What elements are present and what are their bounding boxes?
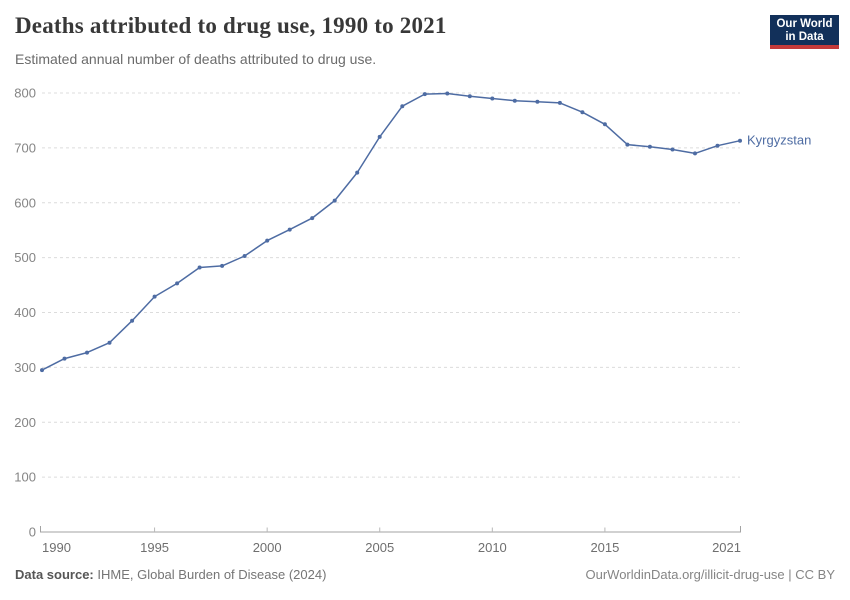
chart-subtitle: Estimated annual number of deaths attrib… xyxy=(15,51,377,67)
data-point[interactable] xyxy=(422,92,427,97)
data-point[interactable] xyxy=(242,254,247,258)
data-point[interactable] xyxy=(62,356,67,361)
owid-logo[interactable]: Our World in Data xyxy=(770,15,839,49)
data-point[interactable] xyxy=(625,142,630,147)
data-point[interactable] xyxy=(287,227,292,232)
y-axis-tick-label: 800 xyxy=(14,86,36,101)
data-point[interactable] xyxy=(355,170,360,175)
license-link[interactable]: OurWorldinData.org/illicit-drug-use | CC… xyxy=(585,567,836,582)
chart-footer: Data source: IHME, Global Burden of Dise… xyxy=(15,567,835,582)
data-point[interactable] xyxy=(130,318,135,323)
data-point[interactable] xyxy=(377,134,382,139)
data-point[interactable] xyxy=(580,110,585,115)
data-point[interactable] xyxy=(40,368,44,373)
data-point[interactable] xyxy=(220,263,225,268)
data-point[interactable] xyxy=(693,151,697,156)
data-point[interactable] xyxy=(535,99,540,104)
y-axis-tick-label: 400 xyxy=(14,305,36,320)
x-axis-tick-label: 2005 xyxy=(365,540,394,555)
y-axis-tick-label: 600 xyxy=(14,195,36,210)
data-point[interactable] xyxy=(670,147,675,152)
data-point[interactable] xyxy=(152,294,157,299)
x-axis-tick-label: 1995 xyxy=(140,540,169,555)
chart-title: Deaths attributed to drug use, 1990 to 2… xyxy=(15,13,447,38)
data-source: Data source: IHME, Global Burden of Dise… xyxy=(15,567,326,582)
series-label: Kyrgyzstan xyxy=(747,133,811,148)
data-point[interactable] xyxy=(715,143,720,148)
y-axis-tick-label: 700 xyxy=(14,140,36,155)
x-axis-tick-label: 1990 xyxy=(42,540,71,555)
owid-logo-line2: in Data xyxy=(785,31,824,43)
data-point[interactable] xyxy=(445,91,450,96)
data-point[interactable] xyxy=(557,100,562,105)
x-axis-tick-label: 2015 xyxy=(590,540,619,555)
y-axis-tick-label: 100 xyxy=(14,470,36,485)
data-point[interactable] xyxy=(107,340,112,345)
data-point[interactable] xyxy=(490,96,495,101)
data-source-label: Data source: xyxy=(15,567,94,582)
data-point[interactable] xyxy=(332,198,337,203)
owid-logo-line1: Our World xyxy=(776,18,833,30)
x-axis-tick-label: 2010 xyxy=(478,540,507,555)
data-source-value: IHME, Global Burden of Disease (2024) xyxy=(97,567,327,582)
data-point[interactable] xyxy=(400,104,405,109)
x-axis-tick-label: 2021 xyxy=(712,540,741,555)
data-point[interactable] xyxy=(310,216,315,221)
data-point[interactable] xyxy=(647,144,652,149)
data-point[interactable] xyxy=(85,350,89,355)
data-point[interactable] xyxy=(602,122,607,127)
y-axis-tick-label: 200 xyxy=(14,415,36,430)
trend-line[interactable] xyxy=(41,92,741,371)
data-point[interactable] xyxy=(175,281,180,286)
x-axis-tick-label: 2000 xyxy=(253,540,282,555)
data-point[interactable] xyxy=(467,94,472,99)
y-axis-tick-label: 0 xyxy=(29,525,36,540)
data-point[interactable] xyxy=(265,238,270,243)
y-axis-tick-label: 300 xyxy=(14,360,36,375)
data-point[interactable] xyxy=(512,98,517,103)
data-point[interactable] xyxy=(197,265,202,270)
y-axis-tick-label: 500 xyxy=(14,250,36,265)
data-point[interactable] xyxy=(738,138,742,143)
